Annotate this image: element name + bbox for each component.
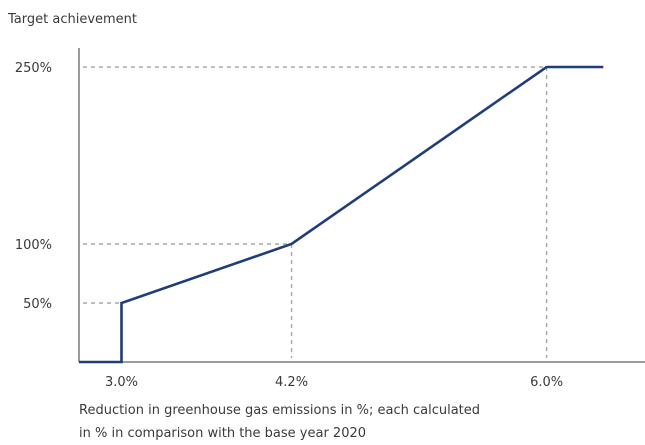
y-tick-label: 250% [15, 61, 52, 76]
y-axis-label: Target achievement [7, 12, 137, 27]
y-tick-label: 100% [15, 238, 52, 253]
x-tick-labels: 3.0% 4.2% 6.0% [105, 375, 563, 390]
series-line [79, 65, 604, 364]
x-tick-label: 4.2% [275, 375, 308, 390]
y-tick-labels: 50% 100% 250% [15, 61, 52, 312]
x-axis-label-line-1: Reduction in greenhouse gas emissions in… [79, 403, 480, 418]
series-group [78, 65, 604, 364]
reference-lines [83, 66, 548, 358]
y-tick-label: 50% [23, 297, 52, 312]
x-tick-label: 6.0% [530, 375, 563, 390]
x-axis-label-line-2: in % in comparison with the base year 20… [79, 426, 366, 441]
x-tick-label: 3.0% [105, 375, 138, 390]
